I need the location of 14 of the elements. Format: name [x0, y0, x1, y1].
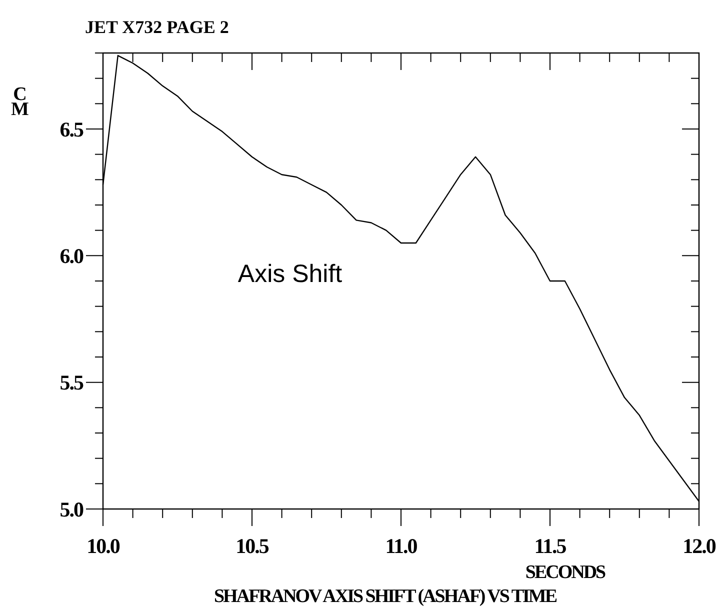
x-axis-title: SECONDS [525, 562, 606, 583]
text: SHAFRANOV AXIS SHIFT (ASHAF) VS TIME [214, 586, 557, 607]
x-tick-label: 10.5 [236, 534, 269, 558]
x-tick-label: 11.0 [385, 534, 418, 558]
y-tick-label: 5.5 [60, 370, 84, 395]
y-tick-label: 5.0 [60, 497, 84, 522]
chart-title: JET X732 PAGE 2 [85, 17, 229, 37]
x-tick-label: 10.0 [86, 534, 120, 558]
x-tick-label: 11.5 [534, 534, 566, 558]
y-tick-label: 6.5 [60, 117, 84, 142]
y-axis-title: CM [11, 84, 30, 120]
x-tick-label: 12.0 [682, 534, 716, 558]
annotation: Axis Shift [238, 260, 342, 288]
y-tick-label: 6.0 [60, 244, 84, 268]
